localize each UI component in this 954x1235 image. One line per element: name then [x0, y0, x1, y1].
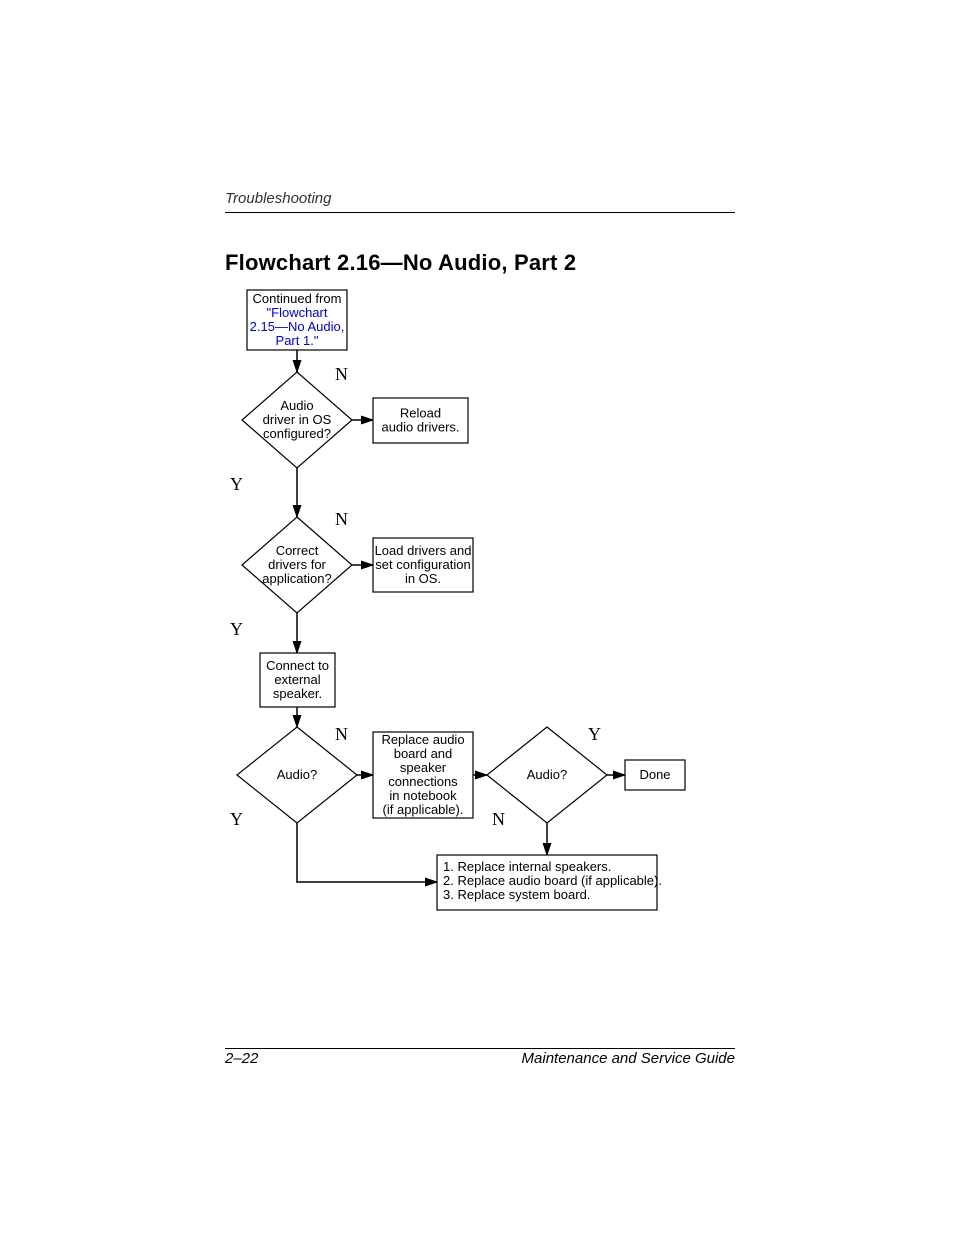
- nodes: Continued from"Flowchart2.15—No Audio,Pa…: [237, 290, 685, 910]
- footer-rule: [225, 1048, 735, 1049]
- node-text: external: [274, 672, 320, 687]
- edge-label: N: [335, 364, 348, 384]
- node-text: board and: [394, 746, 453, 761]
- node-text: Done: [639, 767, 670, 782]
- node-text: in notebook: [389, 788, 457, 803]
- node-text: 1. Replace internal speakers.: [443, 859, 611, 874]
- node-text: in OS.: [405, 571, 441, 586]
- edge-label: Y: [588, 724, 601, 744]
- node-text: Correct: [276, 543, 319, 558]
- node-text: 2. Replace audio board (if applicable).: [443, 873, 662, 888]
- edge: [297, 823, 437, 882]
- edge-label: Y: [230, 809, 243, 829]
- node-text: speaker.: [273, 686, 322, 701]
- edge-label: N: [335, 724, 348, 744]
- node-text: Load drivers and: [375, 543, 472, 558]
- node-text: 3. Replace system board.: [443, 887, 590, 902]
- node-text: (if applicable).: [383, 802, 464, 817]
- node-text: set configuration: [375, 557, 470, 572]
- node-text: drivers for: [268, 557, 326, 572]
- node-text: Continued from: [253, 291, 342, 306]
- node-text: Audio?: [277, 767, 317, 782]
- flowchart-canvas: NYNYNYYNContinued from"Flowchart2.15—No …: [0, 0, 954, 1235]
- node-text: Connect to: [266, 658, 329, 673]
- edge-label: Y: [230, 619, 243, 639]
- node-text: Audio: [280, 398, 313, 413]
- page-number: 2–22: [225, 1050, 258, 1067]
- node-text: speaker: [400, 760, 447, 775]
- node-text: Replace audio: [381, 732, 464, 747]
- edge-label: N: [335, 509, 348, 529]
- node-link-text[interactable]: 2.15—No Audio,: [250, 319, 345, 334]
- node-link-text[interactable]: "Flowchart: [267, 305, 328, 320]
- node-text: audio drivers.: [381, 420, 459, 435]
- edge-label: Y: [230, 474, 243, 494]
- node-text: application?: [262, 571, 331, 586]
- node-link-text[interactable]: Part 1.": [276, 333, 319, 348]
- node-text: configured?: [263, 426, 331, 441]
- doc-title-footer: Maintenance and Service Guide: [522, 1050, 735, 1067]
- edge-label: N: [492, 809, 505, 829]
- node-text: Reload: [400, 406, 441, 421]
- node-text: connections: [388, 774, 458, 789]
- node-text: driver in OS: [263, 412, 332, 427]
- node-text: Audio?: [527, 767, 567, 782]
